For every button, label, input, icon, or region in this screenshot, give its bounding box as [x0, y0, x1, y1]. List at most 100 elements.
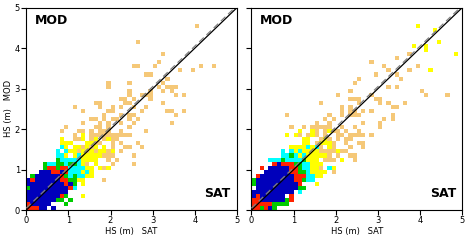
Bar [56, 186, 60, 190]
Bar [60, 145, 64, 150]
Bar [315, 174, 319, 178]
Bar [357, 77, 361, 81]
Bar [319, 141, 323, 145]
Bar [52, 190, 56, 194]
Bar [56, 154, 60, 157]
Bar [277, 190, 281, 194]
Bar [327, 121, 332, 125]
Bar [39, 178, 43, 182]
Bar [81, 150, 85, 154]
Bar [315, 125, 319, 129]
Bar [30, 198, 35, 202]
Bar [357, 113, 361, 117]
Bar [386, 101, 391, 105]
Bar [144, 72, 149, 77]
Bar [39, 174, 43, 178]
Bar [30, 178, 35, 182]
Bar [391, 117, 395, 121]
Bar [94, 125, 98, 129]
Bar [306, 150, 310, 154]
Bar [395, 56, 399, 60]
Bar [98, 166, 102, 170]
Bar [106, 121, 111, 125]
Bar [106, 133, 111, 137]
Bar [43, 206, 47, 210]
Bar [302, 145, 306, 150]
Bar [106, 85, 111, 89]
Bar [161, 81, 165, 85]
Bar [199, 64, 203, 68]
Bar [60, 186, 64, 190]
Bar [289, 198, 294, 202]
Bar [81, 133, 85, 137]
Bar [306, 145, 310, 150]
Bar [119, 141, 123, 145]
Text: SAT: SAT [430, 187, 456, 200]
Bar [260, 166, 264, 170]
Bar [260, 182, 264, 186]
Bar [285, 166, 289, 170]
Bar [424, 93, 429, 97]
Bar [281, 166, 285, 170]
Bar [315, 157, 319, 162]
Bar [277, 166, 281, 170]
Bar [43, 170, 47, 174]
Bar [302, 170, 306, 174]
Text: SAT: SAT [204, 187, 231, 200]
Bar [136, 40, 140, 44]
Bar [327, 113, 332, 117]
Bar [106, 109, 111, 113]
Bar [277, 198, 281, 202]
Bar [212, 64, 216, 68]
Bar [149, 72, 153, 77]
Bar [353, 97, 357, 101]
Bar [123, 97, 128, 101]
Bar [81, 109, 85, 113]
Bar [268, 202, 272, 206]
Bar [64, 178, 68, 182]
Bar [26, 206, 30, 210]
Bar [272, 182, 277, 186]
Bar [361, 141, 365, 145]
Bar [161, 52, 165, 56]
Bar [169, 121, 174, 125]
Bar [128, 89, 132, 93]
Bar [340, 133, 344, 137]
Bar [132, 97, 136, 101]
Bar [98, 121, 102, 125]
Bar [310, 157, 315, 162]
Bar [136, 64, 140, 68]
Bar [272, 206, 277, 210]
Bar [323, 157, 327, 162]
Bar [94, 137, 98, 141]
Bar [285, 157, 289, 162]
Bar [111, 109, 115, 113]
Bar [182, 109, 186, 113]
Bar [357, 97, 361, 101]
Bar [315, 145, 319, 150]
Bar [98, 125, 102, 129]
Bar [64, 141, 68, 145]
Bar [52, 178, 56, 182]
Y-axis label: HS (m)   MOD: HS (m) MOD [4, 80, 13, 138]
Bar [395, 72, 399, 77]
Bar [323, 125, 327, 129]
Bar [39, 198, 43, 202]
Bar [132, 64, 136, 68]
Bar [277, 182, 281, 186]
Bar [94, 157, 98, 162]
Bar [285, 178, 289, 182]
Bar [190, 68, 195, 72]
Bar [106, 157, 111, 162]
Bar [94, 133, 98, 137]
Bar [281, 157, 285, 162]
Bar [68, 162, 73, 166]
Bar [416, 64, 420, 68]
Bar [111, 145, 115, 150]
Bar [298, 154, 302, 157]
Bar [319, 154, 323, 157]
Bar [332, 117, 336, 121]
Bar [85, 170, 90, 174]
Bar [98, 154, 102, 157]
Bar [294, 174, 298, 178]
